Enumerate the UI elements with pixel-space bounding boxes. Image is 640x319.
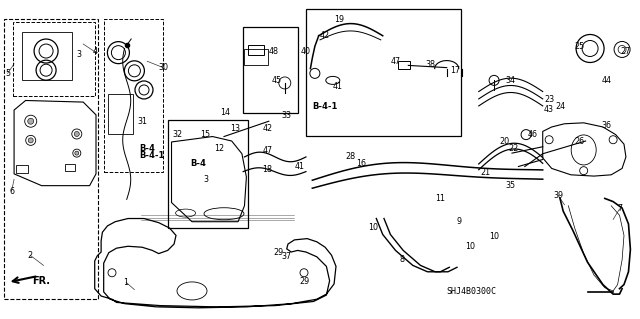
Bar	[4, 19, 98, 299]
Text: 10: 10	[465, 242, 476, 251]
Text: 30: 30	[158, 63, 168, 72]
Text: FR.: FR.	[32, 276, 50, 286]
Bar	[168, 120, 248, 228]
Text: 1: 1	[124, 278, 129, 287]
Text: 9: 9	[457, 217, 462, 226]
Text: 13: 13	[230, 124, 241, 133]
Text: 42: 42	[262, 124, 273, 133]
Text: 27: 27	[621, 47, 631, 56]
Text: 33: 33	[282, 111, 292, 120]
Text: SHJ4B0300C: SHJ4B0300C	[447, 287, 497, 296]
Bar	[108, 94, 132, 134]
Text: 41: 41	[294, 162, 305, 171]
Text: 8: 8	[399, 256, 404, 264]
Text: 4: 4	[92, 47, 97, 56]
Circle shape	[28, 118, 34, 124]
Bar	[243, 27, 298, 113]
Text: 45: 45	[271, 76, 282, 85]
Bar	[104, 19, 163, 172]
Text: 5: 5	[5, 69, 10, 78]
Text: 44: 44	[602, 76, 612, 85]
Circle shape	[75, 151, 79, 155]
Text: 28: 28	[346, 152, 356, 161]
Text: 25: 25	[574, 42, 584, 51]
Bar	[17, 165, 28, 173]
Bar	[13, 22, 95, 96]
Text: 29: 29	[273, 248, 284, 257]
Bar	[248, 45, 264, 56]
Text: B-4-1: B-4-1	[312, 102, 338, 111]
Text: 20: 20	[499, 137, 509, 146]
Text: 43: 43	[544, 105, 554, 114]
Text: 36: 36	[602, 121, 612, 130]
Text: 3: 3	[204, 175, 209, 184]
Bar	[399, 61, 410, 70]
Text: 31: 31	[137, 117, 147, 126]
Text: 6: 6	[9, 187, 14, 196]
Text: 12: 12	[214, 144, 224, 153]
Text: 47: 47	[262, 146, 273, 155]
Text: 34: 34	[506, 76, 516, 85]
Circle shape	[28, 138, 33, 143]
Text: 14: 14	[220, 108, 230, 117]
Text: 47: 47	[390, 57, 401, 66]
Text: 23: 23	[544, 95, 554, 104]
Text: 38: 38	[425, 60, 435, 69]
Bar	[306, 9, 461, 136]
Text: 41: 41	[333, 82, 343, 91]
Circle shape	[74, 131, 79, 137]
Bar	[244, 49, 268, 65]
Text: B-4: B-4	[140, 144, 156, 153]
Text: 15: 15	[200, 130, 210, 139]
Text: 39: 39	[553, 191, 563, 200]
Text: 2: 2	[28, 251, 33, 260]
Text: 35: 35	[506, 181, 516, 190]
Text: B-4-1: B-4-1	[140, 151, 165, 160]
Text: 48: 48	[269, 47, 279, 56]
Text: 46: 46	[527, 130, 538, 139]
Text: 24: 24	[555, 102, 565, 111]
Text: B-4: B-4	[191, 159, 207, 168]
Text: 37: 37	[282, 252, 292, 261]
Text: 21: 21	[480, 168, 490, 177]
Text: 10: 10	[489, 232, 499, 241]
Bar	[22, 32, 72, 80]
Text: 19: 19	[334, 15, 344, 24]
Text: 3: 3	[76, 50, 81, 59]
Text: 17: 17	[451, 66, 461, 75]
Text: 10: 10	[368, 223, 378, 232]
Text: 32: 32	[173, 130, 183, 139]
Text: 18: 18	[262, 165, 273, 174]
Text: 7: 7	[617, 204, 622, 213]
Text: 42: 42	[320, 31, 330, 40]
Text: 16: 16	[356, 159, 367, 168]
Text: 26: 26	[574, 137, 584, 146]
Text: 29: 29	[299, 277, 309, 286]
Text: 11: 11	[435, 194, 445, 203]
Bar	[65, 164, 76, 171]
Text: 22: 22	[508, 144, 518, 153]
Text: 40: 40	[301, 47, 311, 56]
